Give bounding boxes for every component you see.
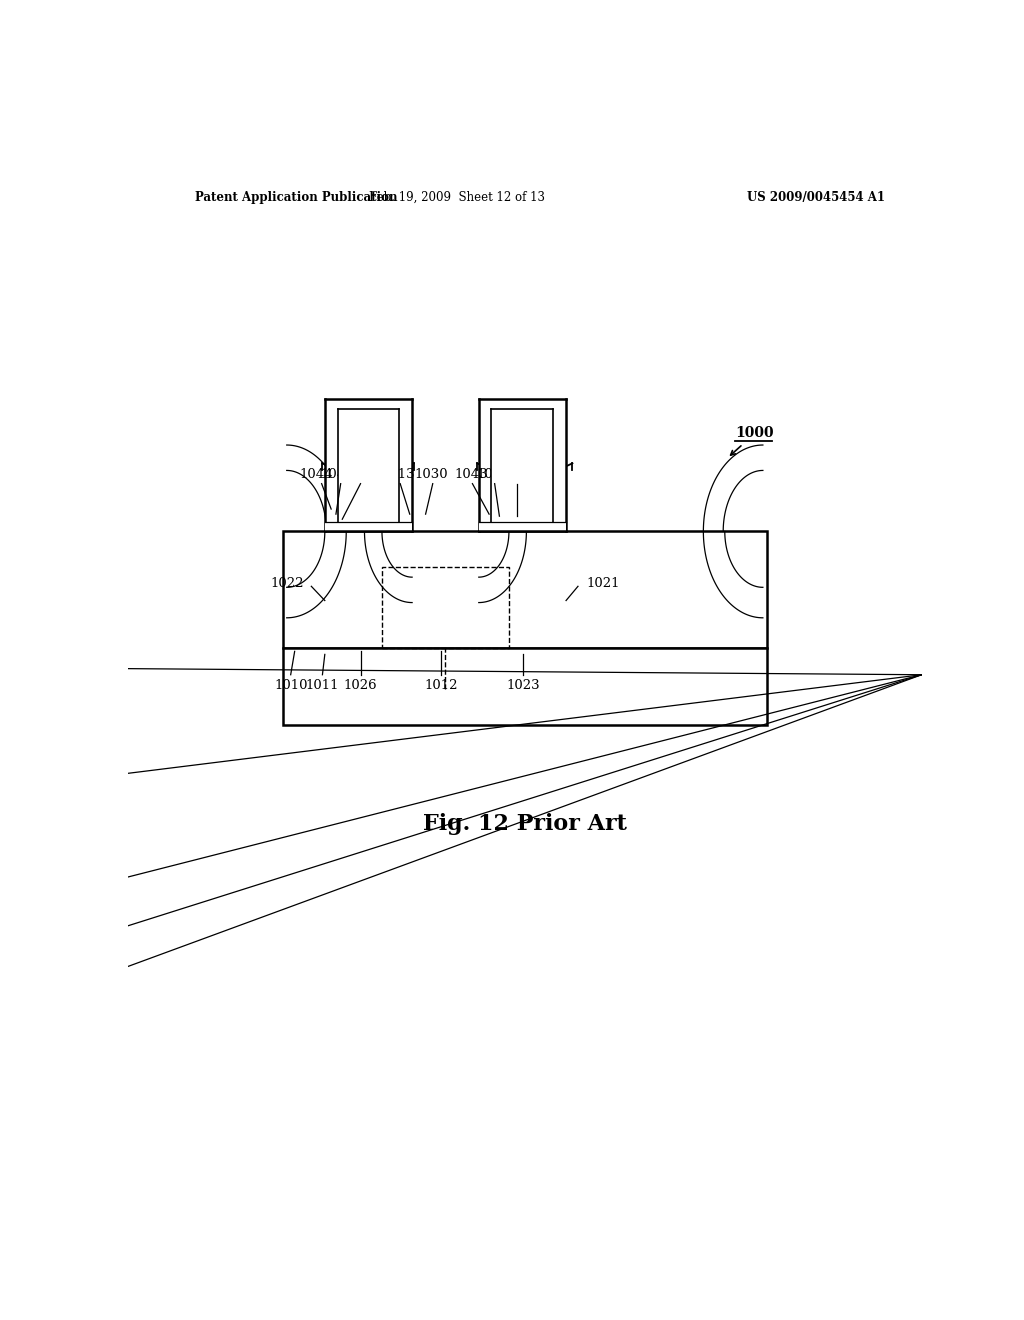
Text: 1013: 1013 xyxy=(381,467,415,480)
Text: 1046: 1046 xyxy=(341,467,375,480)
Text: 1011: 1011 xyxy=(306,678,339,692)
Text: 1000: 1000 xyxy=(735,426,774,440)
Text: 1022: 1022 xyxy=(270,577,304,590)
Bar xyxy=(325,399,412,532)
Text: 1030: 1030 xyxy=(415,467,447,480)
Bar xyxy=(492,409,553,532)
Text: Fig. 12 Prior Art: Fig. 12 Prior Art xyxy=(423,813,627,836)
Text: US 2009/0045454 A1: US 2009/0045454 A1 xyxy=(748,190,885,203)
Text: 1023: 1023 xyxy=(507,678,540,692)
Text: 1045: 1045 xyxy=(319,467,353,480)
Bar xyxy=(283,532,767,648)
Bar xyxy=(553,399,566,532)
Text: 1021: 1021 xyxy=(587,577,621,590)
Text: 1041: 1041 xyxy=(498,467,531,480)
Bar xyxy=(479,399,566,409)
Text: 1044: 1044 xyxy=(299,467,333,480)
Bar xyxy=(325,399,412,409)
Bar xyxy=(325,399,338,532)
Bar xyxy=(479,399,566,532)
Text: 1026: 1026 xyxy=(344,678,377,692)
Bar xyxy=(479,399,492,532)
Text: 1012: 1012 xyxy=(425,678,458,692)
Bar xyxy=(283,648,767,725)
Text: 1052: 1052 xyxy=(351,438,385,451)
Text: 1010: 1010 xyxy=(274,678,307,692)
Text: Feb. 19, 2009  Sheet 12 of 13: Feb. 19, 2009 Sheet 12 of 13 xyxy=(370,190,546,203)
Text: 1042: 1042 xyxy=(476,467,510,480)
Bar xyxy=(325,523,412,532)
Text: 1050: 1050 xyxy=(508,438,542,451)
Bar xyxy=(399,399,412,532)
Bar xyxy=(479,523,566,532)
Bar xyxy=(338,409,399,532)
Text: 1043: 1043 xyxy=(454,467,487,480)
Text: Patent Application Publication: Patent Application Publication xyxy=(196,190,398,203)
Bar xyxy=(382,568,509,648)
